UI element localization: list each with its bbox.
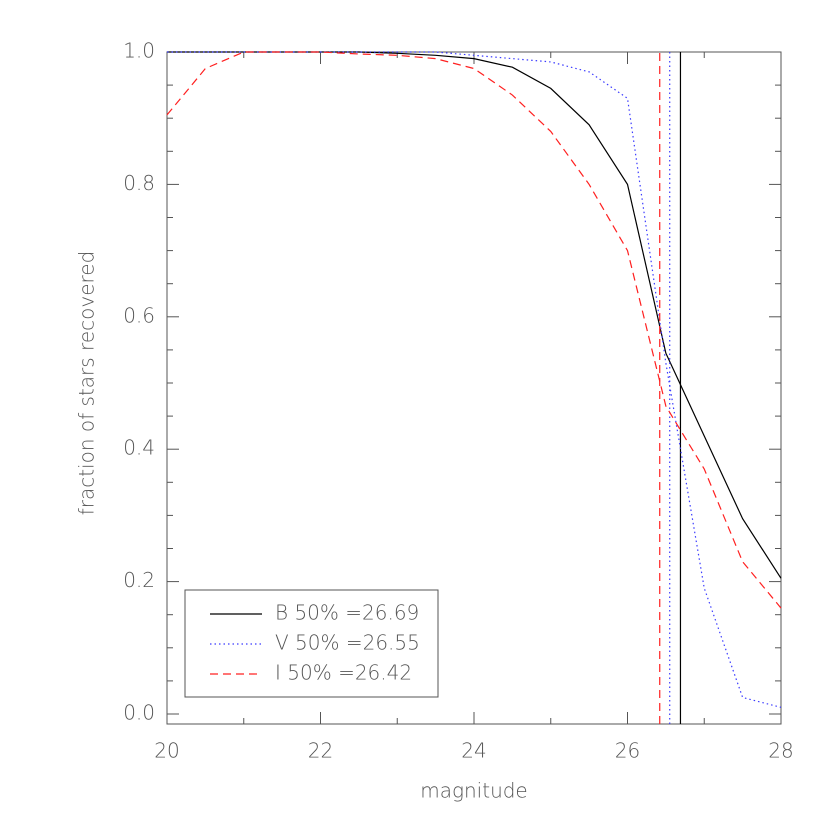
y-tick-label: 0.2 [123, 568, 155, 592]
y-tick-label: 0.6 [123, 303, 155, 327]
y-tick-label: 0.0 [123, 701, 155, 725]
y-tick-label: 0.8 [123, 171, 155, 195]
data-line [166, 51, 782, 609]
x-tick-label: 20 [154, 739, 179, 763]
y-tick-label: 0.4 [123, 436, 155, 460]
legend-label: V 50% =26.55 [275, 631, 420, 655]
legend-label: B 50% =26.69 [275, 601, 419, 625]
x-axis-label: magnitude [420, 779, 528, 803]
x-tick-label: 22 [308, 739, 333, 763]
data-line [167, 51, 782, 579]
x-tick-label: 28 [768, 739, 793, 763]
legend-label: I 50% =26.42 [275, 661, 412, 685]
x-tick-label: 24 [461, 739, 486, 763]
y-tick-label: 1.0 [123, 39, 155, 63]
data-line [167, 51, 782, 708]
y-axis-label: fraction of stars recovered [75, 251, 99, 516]
legend-box [184, 589, 439, 698]
x-tick-label: 26 [615, 739, 640, 763]
